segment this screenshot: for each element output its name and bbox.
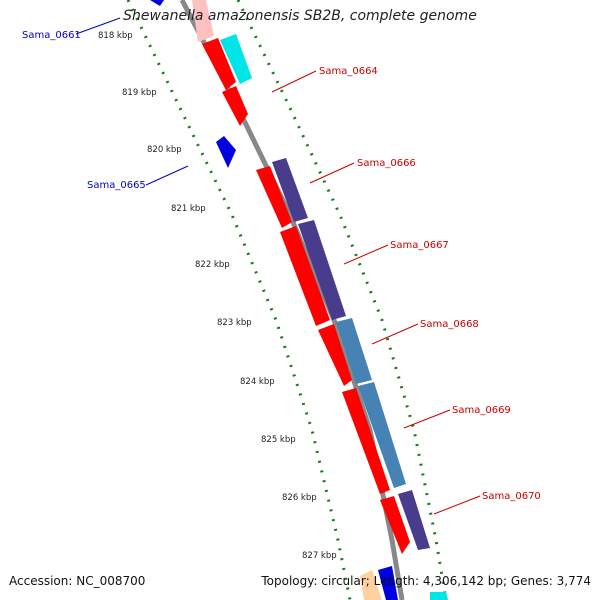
label-leader bbox=[343, 244, 389, 265]
gene-feature bbox=[342, 388, 390, 494]
tick-label-819: 819 kbp bbox=[122, 88, 157, 98]
gene-feature bbox=[360, 570, 382, 600]
gene-feature bbox=[280, 226, 330, 326]
gene-label-sama-0665[interactable]: Sama_0665 bbox=[87, 180, 146, 191]
gene-label-sama-0669[interactable]: Sama_0669 bbox=[452, 405, 511, 416]
genome-title: Shewanella amazonensis SB2B, complete ge… bbox=[123, 8, 477, 24]
gene-feature bbox=[192, 0, 214, 42]
gene-label-sama-0667[interactable]: Sama_0667 bbox=[390, 240, 449, 251]
label-leader bbox=[145, 165, 189, 186]
gene-feature bbox=[380, 496, 410, 554]
gene-feature bbox=[318, 324, 352, 386]
gene-feature bbox=[202, 38, 236, 90]
accession-text: Accession: NC_008700 bbox=[9, 574, 146, 588]
gene-feature bbox=[298, 220, 346, 320]
gene-label-sama-0666[interactable]: Sama_0666 bbox=[357, 158, 416, 169]
gene-feature bbox=[220, 34, 252, 84]
label-leader bbox=[403, 409, 451, 429]
tick-label-827: 827 kbp bbox=[302, 551, 337, 561]
ruler-line bbox=[126, 0, 352, 600]
genome-summary-text: Topology: circular; Length: 4,306,142 bp… bbox=[261, 574, 591, 588]
tick-label-818: 818 kbp bbox=[98, 31, 133, 41]
gene-feature bbox=[378, 566, 398, 600]
tick-label-825: 825 kbp bbox=[261, 435, 296, 445]
gene-feature bbox=[358, 382, 406, 488]
label-leader bbox=[309, 162, 355, 184]
tick-label-822: 822 kbp bbox=[195, 260, 230, 270]
label-leader bbox=[371, 323, 419, 345]
gene-feature bbox=[398, 490, 430, 550]
gene-feature bbox=[430, 592, 448, 600]
tick-label-824: 824 kbp bbox=[240, 377, 275, 387]
gene-feature bbox=[336, 318, 372, 384]
tick-label-821: 821 kbp bbox=[171, 204, 206, 214]
gene-feature bbox=[216, 136, 236, 168]
gene-label-sama-0664[interactable]: Sama_0664 bbox=[319, 66, 378, 77]
label-leader bbox=[271, 70, 317, 93]
gene-feature bbox=[150, 0, 164, 6]
gene-label-sama-0670[interactable]: Sama_0670 bbox=[482, 491, 541, 502]
gene-feature bbox=[272, 158, 308, 222]
label-leader bbox=[433, 495, 481, 515]
label-leader bbox=[75, 17, 121, 35]
gene-label-sama-0668[interactable]: Sama_0668 bbox=[420, 319, 479, 330]
tick-label-823: 823 kbp bbox=[217, 318, 252, 328]
gene-feature bbox=[222, 86, 248, 126]
gene-feature bbox=[256, 166, 292, 228]
gene-label-sama-0661[interactable]: Sama_0661 bbox=[22, 30, 81, 41]
tick-label-820: 820 kbp bbox=[147, 145, 182, 155]
genome-backbone bbox=[179, 0, 405, 600]
outer-ruler-line bbox=[236, 0, 448, 600]
tick-label-826: 826 kbp bbox=[282, 493, 317, 503]
